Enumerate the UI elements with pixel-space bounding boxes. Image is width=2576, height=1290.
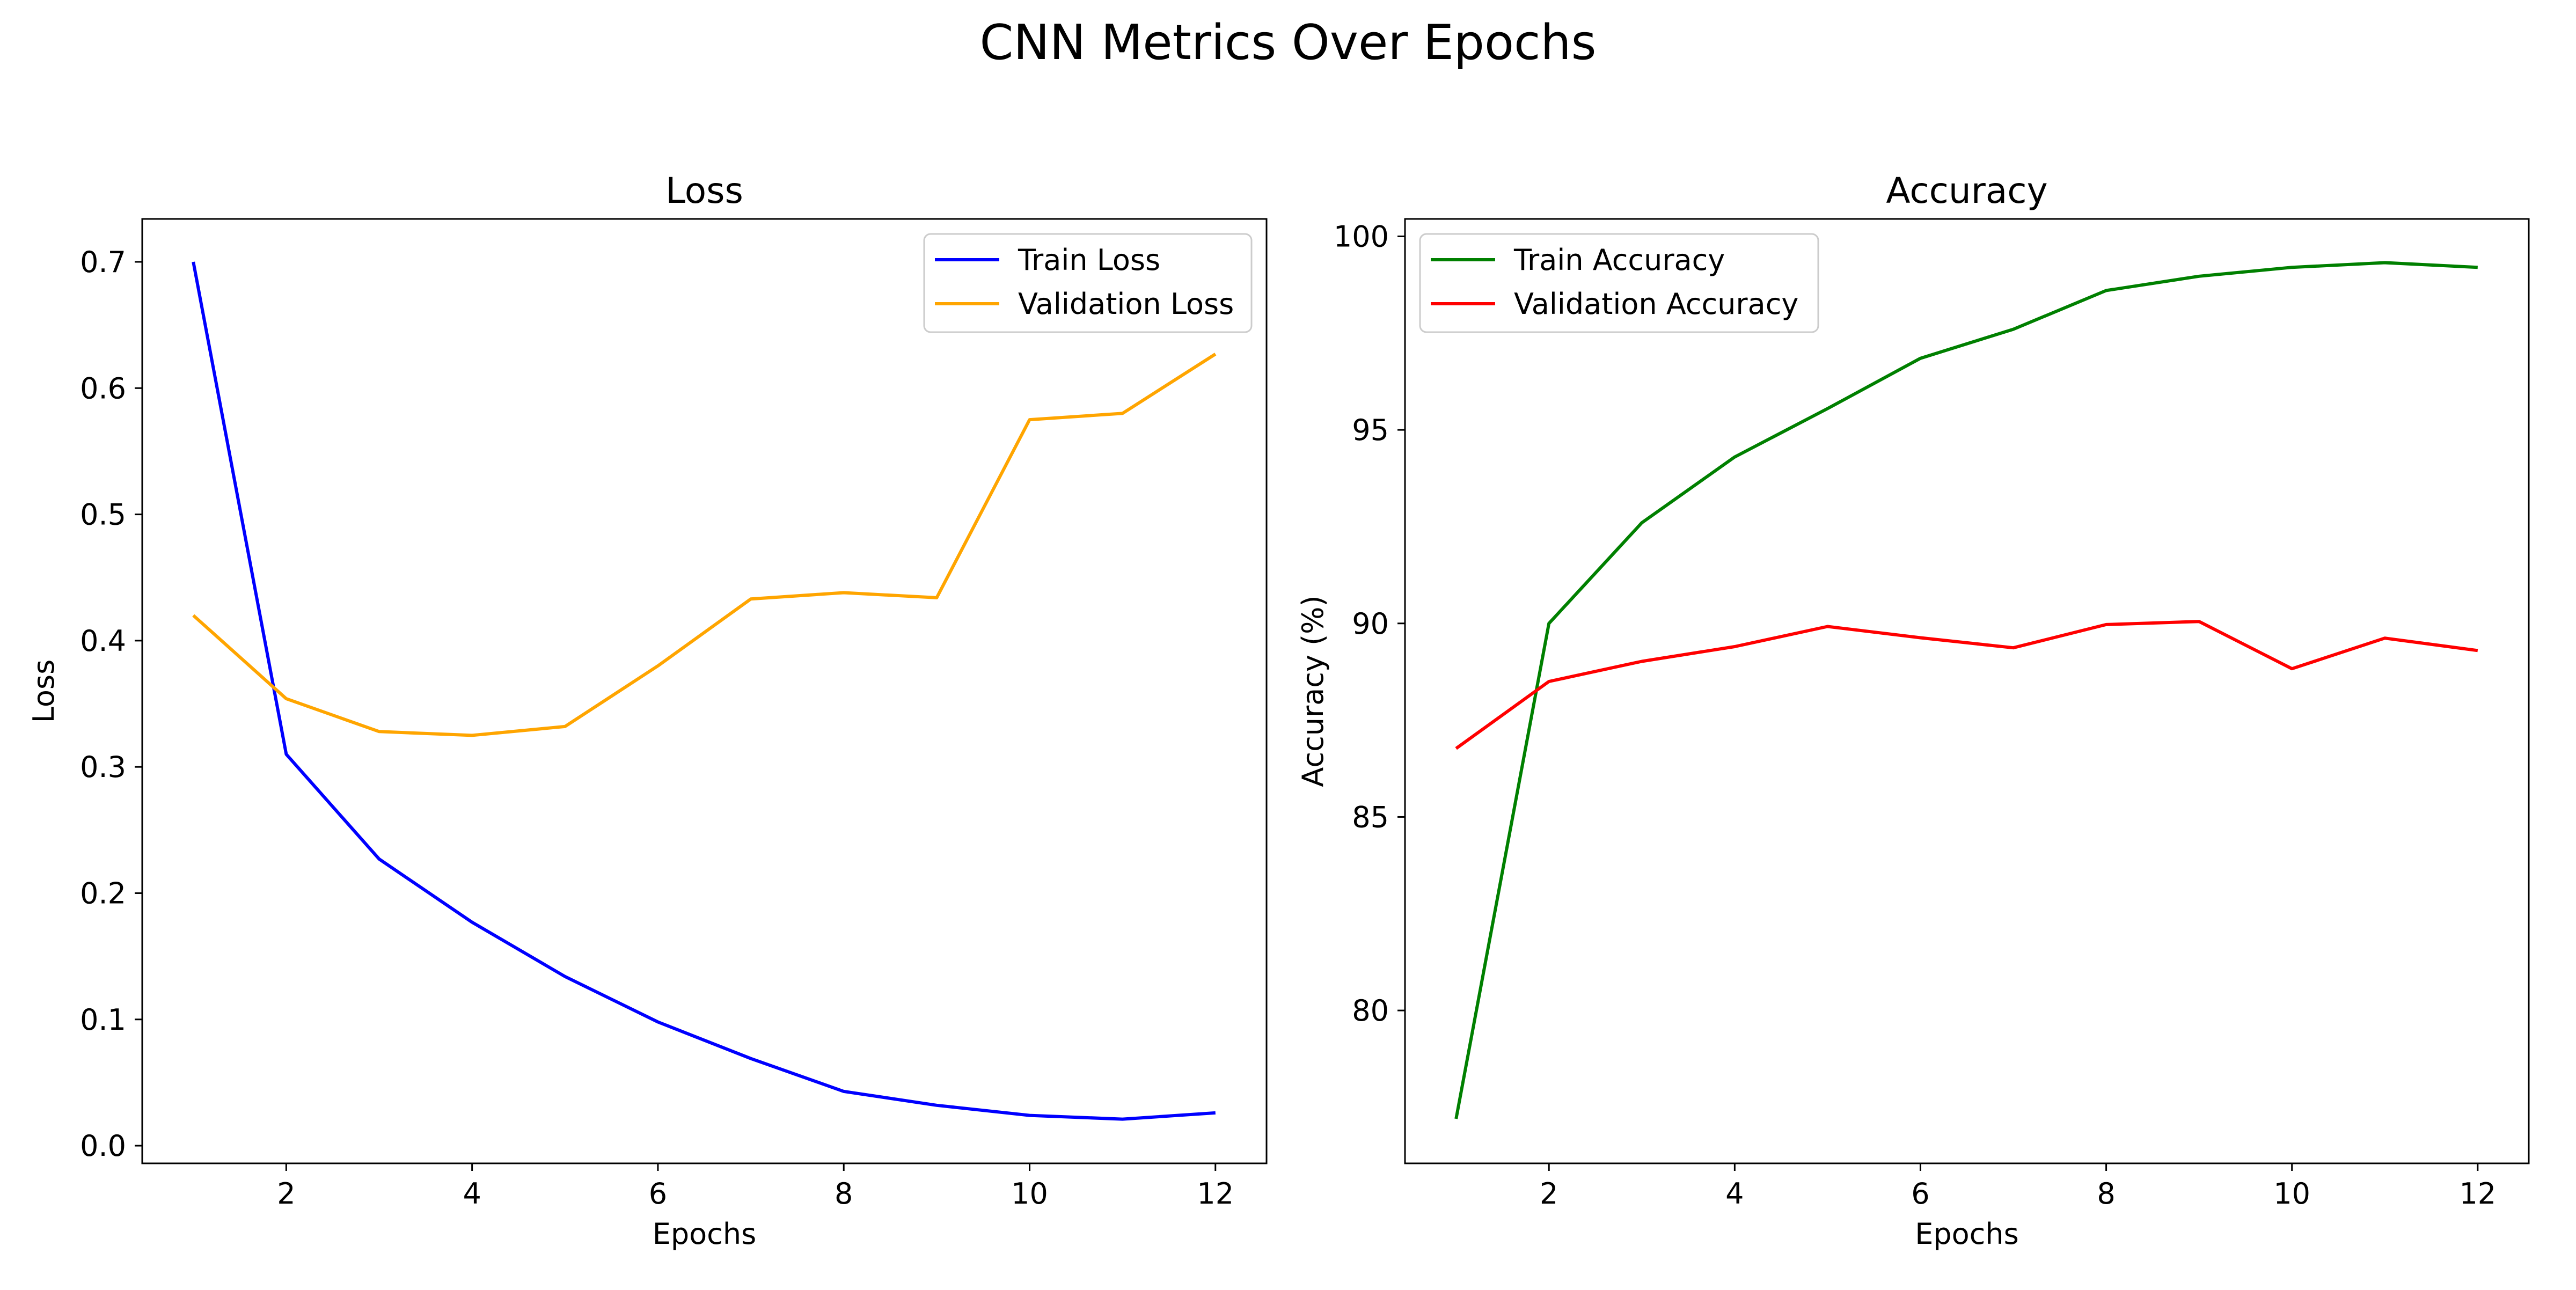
accuracy-y-tick-label: 80 bbox=[1352, 994, 1389, 1028]
loss-y-tick-label: 0.7 bbox=[80, 245, 126, 279]
loss-x-tick-label: 12 bbox=[1197, 1177, 1234, 1211]
accuracy-x-tick-label: 6 bbox=[1911, 1177, 1929, 1211]
loss-y-tick-label: 0.4 bbox=[80, 624, 126, 658]
accuracy-legend-label: Validation Accuracy bbox=[1514, 287, 1798, 321]
accuracy-series-line-2 bbox=[1455, 620, 2478, 750]
accuracy-x-tick-label: 4 bbox=[1725, 1177, 1744, 1211]
accuracy-chart-title: Accuracy bbox=[1886, 170, 2047, 211]
loss-legend-box bbox=[923, 233, 1253, 333]
loss-x-tick-label: 4 bbox=[463, 1177, 481, 1211]
loss-series-line-1 bbox=[192, 261, 1216, 1121]
loss-chart-title: Loss bbox=[665, 170, 743, 211]
loss-y-tick-label: 0.6 bbox=[80, 371, 126, 405]
accuracy-y-tick-label: 90 bbox=[1352, 607, 1389, 641]
loss-legend: Train Loss Validation Loss bbox=[923, 233, 1253, 333]
accuracy-legend-label: Train Accuracy bbox=[1513, 243, 1725, 277]
accuracy-y-tick-label: 95 bbox=[1352, 413, 1389, 447]
loss-y-tick-label: 0.1 bbox=[80, 1003, 126, 1037]
loss-y-tick-label: 0.0 bbox=[80, 1129, 126, 1163]
accuracy-x-tick-label: 12 bbox=[2459, 1177, 2496, 1211]
loss-legend-label: Validation Loss bbox=[1018, 287, 1234, 321]
loss-legend-label: Train Loss bbox=[1018, 243, 1160, 277]
accuracy-y-tick-label: 85 bbox=[1352, 800, 1389, 834]
accuracy-series-line-1 bbox=[1454, 261, 2478, 1119]
accuracy-y-axis-label: Accuracy (%) bbox=[1296, 595, 1330, 787]
figure-title: CNN Metrics Over Epochs bbox=[980, 14, 1597, 71]
accuracy-chart: Accuracy 2 4 6 8 10 12 80 85 90 95 100 Epochs Accurac… bbox=[1296, 170, 2530, 1251]
loss-plot-frame bbox=[141, 218, 1268, 1164]
accuracy-legend: Train Accuracy Validation Accuracy bbox=[1419, 233, 1819, 333]
accuracy-x-tick-label: 2 bbox=[1540, 1177, 1558, 1211]
loss-x-tick-label: 6 bbox=[649, 1177, 667, 1211]
loss-x-axis-label: Epochs bbox=[653, 1217, 756, 1251]
loss-y-tick-label: 0.2 bbox=[80, 876, 126, 910]
accuracy-x-axis-label: Epochs bbox=[1915, 1217, 2018, 1251]
loss-series-line-2 bbox=[192, 353, 1217, 737]
accuracy-y-tick-label: 100 bbox=[1334, 219, 1389, 253]
loss-y-tick-label: 0.5 bbox=[80, 498, 126, 532]
loss-x-tick-label: 8 bbox=[835, 1177, 853, 1211]
loss-x-tick-label: 10 bbox=[1011, 1177, 1048, 1211]
accuracy-x-tick-label: 10 bbox=[2273, 1177, 2310, 1211]
loss-y-tick-label: 0.3 bbox=[80, 750, 126, 784]
accuracy-plot-frame bbox=[1404, 218, 2530, 1164]
accuracy-legend-box bbox=[1419, 233, 1819, 333]
loss-y-axis-label: Loss bbox=[27, 659, 61, 723]
accuracy-x-tick-label: 8 bbox=[2097, 1177, 2115, 1211]
loss-x-tick-label: 2 bbox=[277, 1177, 295, 1211]
loss-chart: Loss 2 4 6 8 10 12 0.0 0.1 0.2 0.3 0.4 0.5 0.6 0.7 Epoc… bbox=[27, 170, 1268, 1251]
